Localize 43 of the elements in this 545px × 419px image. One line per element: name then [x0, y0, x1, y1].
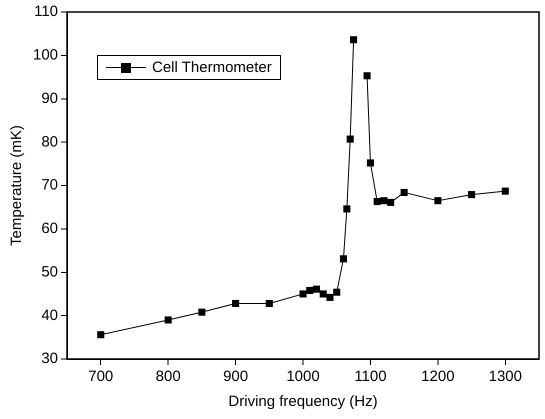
y-tick-label: 70	[41, 176, 58, 194]
point	[343, 205, 350, 212]
point	[97, 331, 104, 338]
point	[232, 300, 240, 308]
point	[502, 188, 509, 195]
y-tick-label: 80	[41, 133, 58, 150]
point	[387, 198, 394, 206]
x-tick-label: 800	[156, 368, 181, 386]
x-tick-label: 1000	[286, 368, 320, 386]
point	[346, 136, 354, 143]
y-tick-label: 40	[41, 306, 58, 324]
point	[312, 286, 320, 293]
point	[306, 286, 314, 294]
point	[164, 316, 172, 324]
y-tick-label: 50	[41, 263, 58, 280]
point	[366, 159, 374, 166]
point	[326, 294, 334, 301]
point	[340, 255, 348, 262]
point	[400, 188, 408, 196]
point	[266, 300, 273, 308]
y-tick-label: 30	[41, 350, 58, 368]
point	[299, 290, 307, 298]
x-tick-label: 1300	[488, 368, 522, 386]
point	[364, 72, 371, 80]
y-tick-label: 90	[41, 90, 58, 107]
point	[468, 191, 476, 198]
legend-label: Cell Thermometer	[152, 59, 272, 76]
point	[320, 290, 327, 298]
x-tick-label: 900	[223, 368, 248, 386]
point	[380, 197, 388, 204]
x-tick-label: 1100	[354, 368, 387, 386]
y-tick-label: 60	[41, 220, 58, 238]
point	[434, 197, 442, 204]
point	[198, 308, 206, 316]
point	[350, 36, 358, 44]
y-tick-label: 110	[34, 3, 58, 20]
x-tick-label: 1200	[421, 368, 455, 386]
x-axis-title: Driving frequency (Hz)	[228, 393, 378, 410]
point	[374, 198, 381, 206]
x-tick-label: 700	[88, 368, 114, 386]
point	[333, 288, 340, 296]
y-tick-label: 100	[32, 46, 58, 64]
y-axis-title: Temperature (mK)	[8, 125, 26, 246]
